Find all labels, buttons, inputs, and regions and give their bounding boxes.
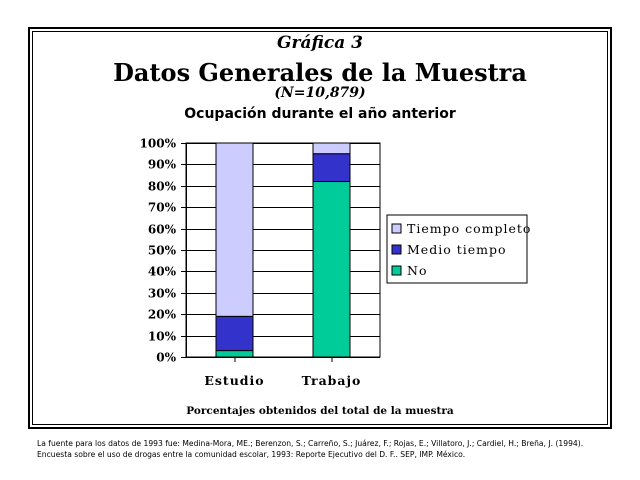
legend-label: No xyxy=(407,263,427,278)
category-label: Trabajo xyxy=(302,373,362,388)
y-tick-label: 90% xyxy=(148,158,177,172)
y-tick-label: 100% xyxy=(140,137,177,151)
grid-lines xyxy=(185,142,381,358)
y-tick-label: 20% xyxy=(148,308,177,322)
legend-swatch xyxy=(391,244,402,255)
x-axis-label: Porcentajes obtenidos del total de la mu… xyxy=(186,405,454,417)
bar-trabajo-no xyxy=(312,181,351,358)
category-label: Estudio xyxy=(204,373,264,388)
bar-estudio-no xyxy=(215,350,254,358)
y-tick-label: 60% xyxy=(148,223,177,237)
y-tick-label: 0% xyxy=(156,351,176,365)
bar-trabajo-medio-tiempo xyxy=(312,153,351,183)
footnote-line-1: La fuente para los datos de 1993 fue: Me… xyxy=(37,439,584,448)
y-tick-label: 80% xyxy=(148,180,177,194)
legend-box xyxy=(386,214,528,284)
footnote-line-2: Encuesta sobre el uso de drogas entre la… xyxy=(37,450,466,459)
y-tick-label: 30% xyxy=(148,287,177,301)
y-tick-label: 40% xyxy=(148,265,177,279)
legend-swatch xyxy=(391,223,402,234)
bar-trabajo-tiempo-completo xyxy=(312,142,351,155)
main-title: Datos Generales de la Muestra xyxy=(113,58,527,87)
sample-size: (N=10,879) xyxy=(274,85,366,101)
legend: Tiempo completo Medio tiempo No xyxy=(386,214,531,284)
source-footnote: La fuente para los datos de 1993 fue: Me… xyxy=(37,438,627,460)
chart-title: Ocupación durante el año anterior xyxy=(184,106,456,122)
bar-estudio-medio-tiempo xyxy=(215,315,254,352)
y-tick-label: 10% xyxy=(148,330,177,344)
legend-label: Medio tiempo xyxy=(407,242,507,257)
legend-label: Tiempo completo xyxy=(407,221,531,236)
legend-swatch xyxy=(391,265,402,276)
y-tick-labels: 0% 10% 20% 30% 40% 50% 60% 70% 80% 90% 100% xyxy=(140,137,177,365)
chart-number-label: Gráfica 3 xyxy=(277,33,363,53)
y-tick-label: 50% xyxy=(148,244,177,258)
axes xyxy=(181,143,380,362)
category-labels: Estudio Trabajo xyxy=(204,373,362,388)
y-tick-label: 70% xyxy=(148,201,177,215)
bars xyxy=(215,142,351,358)
bar-estudio-tiempo-completo xyxy=(215,142,254,317)
